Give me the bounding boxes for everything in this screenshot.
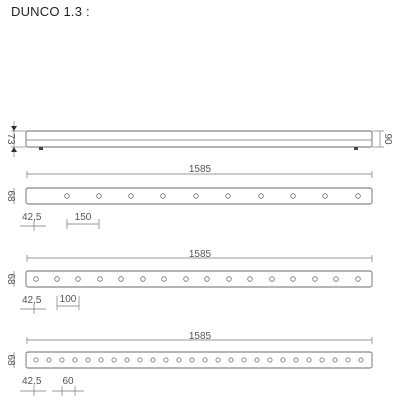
hole: [98, 357, 104, 363]
hole-row: [64, 193, 361, 199]
hole: [163, 357, 169, 363]
hole: [247, 276, 253, 282]
length-label: 1585: [189, 331, 212, 342]
hole: [306, 357, 312, 363]
hole: [150, 357, 156, 363]
hole: [85, 357, 91, 363]
hole: [226, 276, 232, 282]
hole: [97, 276, 103, 282]
hole: [322, 193, 328, 199]
hole: [280, 357, 286, 363]
pitch-label: 150: [75, 212, 92, 223]
hole: [358, 357, 364, 363]
hole: [225, 193, 231, 199]
hole: [193, 193, 199, 199]
profile-label: 68: [5, 273, 16, 285]
hole: [332, 357, 338, 363]
hole: [160, 193, 166, 199]
offset-label: 42,5: [22, 376, 42, 387]
hole: [258, 193, 264, 199]
length-label: 1585: [189, 249, 212, 260]
bar-outline: [25, 351, 373, 369]
hole: [72, 357, 78, 363]
hole: [128, 193, 134, 199]
hole: [269, 276, 275, 282]
hole: [241, 357, 247, 363]
hole: [75, 276, 81, 282]
hole: [290, 193, 296, 199]
variant-60: 1585: [5, 331, 373, 396]
hole: [124, 357, 130, 363]
hole: [254, 357, 260, 363]
pitch-label: 100: [60, 294, 77, 305]
hole: [202, 357, 208, 363]
hole: [355, 276, 361, 282]
hole: [345, 357, 351, 363]
hole: [290, 276, 296, 282]
height-label: 73: [5, 133, 16, 145]
hole: [312, 276, 318, 282]
hole: [33, 357, 39, 363]
mount-foot-right: [354, 147, 358, 150]
length-label: 1585: [189, 164, 212, 175]
hole: [215, 357, 221, 363]
hole: [96, 193, 102, 199]
hole: [54, 276, 60, 282]
hole: [183, 276, 189, 282]
side-view: 73 90: [5, 121, 393, 157]
bar-outline-side: [25, 130, 373, 148]
mount-foot-left: [39, 147, 43, 150]
profile-label: 68: [5, 190, 16, 202]
bar-outline: [25, 270, 373, 288]
hole: [111, 357, 117, 363]
hole: [355, 193, 361, 199]
offset-label: 42,5: [22, 295, 42, 306]
variant-150: 1585 68 42,5 150: [5, 164, 373, 231]
dim-arrow: [11, 147, 17, 152]
hole: [140, 276, 146, 282]
hole: [293, 357, 299, 363]
offset-label: 42,5: [22, 212, 42, 223]
depth-label: 90: [382, 133, 393, 145]
hole-row: [33, 357, 364, 363]
hole: [33, 276, 39, 282]
profile-label: 68: [5, 354, 16, 366]
dim-arrow: [11, 126, 17, 131]
hole: [189, 357, 195, 363]
hole-row: [33, 276, 361, 282]
hole: [267, 357, 273, 363]
pitch-label: 60: [62, 376, 74, 387]
variant-100: 1585 68 42,5 100: [5, 249, 373, 314]
hole: [161, 276, 167, 282]
hole: [333, 276, 339, 282]
hole: [137, 357, 143, 363]
hole: [46, 357, 52, 363]
hole: [204, 276, 210, 282]
hole: [64, 193, 70, 199]
hole: [176, 357, 182, 363]
hole: [319, 357, 325, 363]
bar-outline: [25, 187, 373, 205]
page-title: DUNCO 1.3 :: [11, 4, 90, 19]
hole: [228, 357, 234, 363]
hole: [118, 276, 124, 282]
hole: [59, 357, 65, 363]
